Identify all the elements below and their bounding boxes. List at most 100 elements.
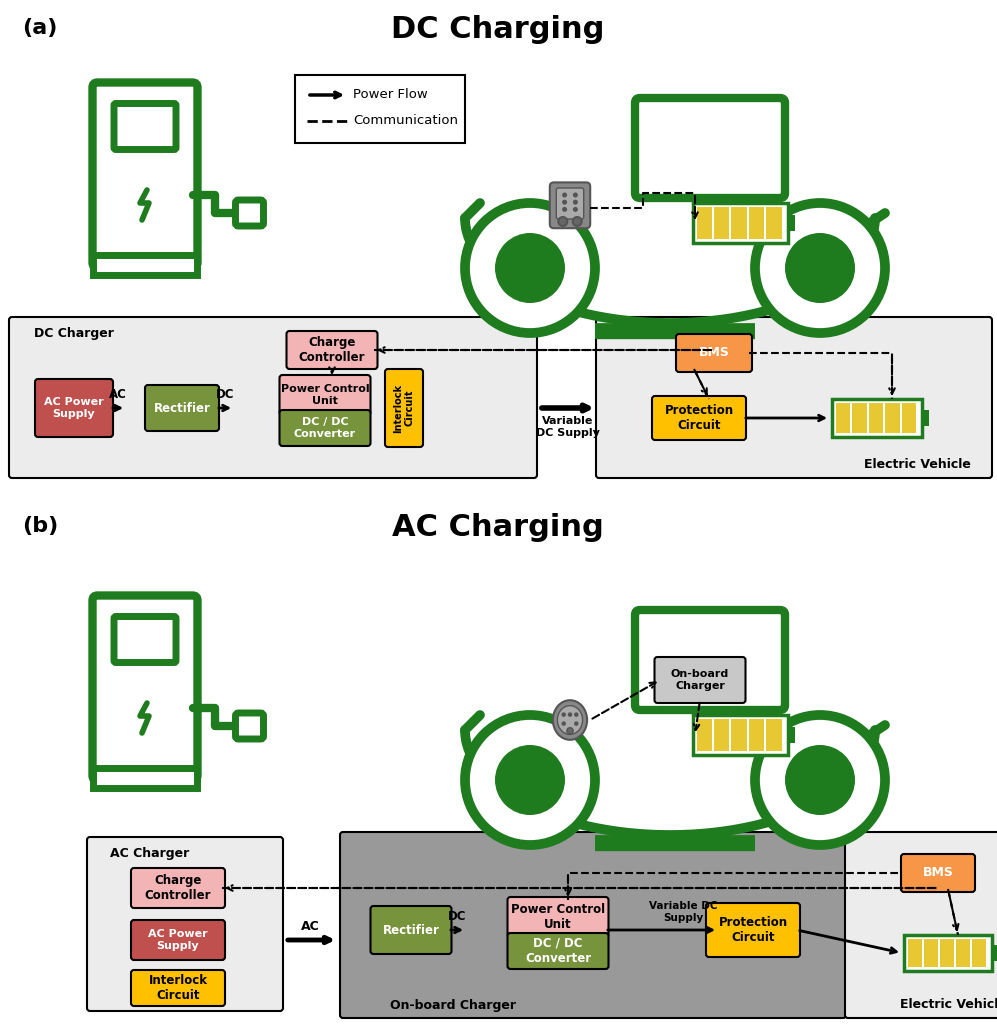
FancyBboxPatch shape [235, 200, 263, 226]
Text: Power Control
Unit: Power Control Unit [510, 903, 605, 931]
Text: Interlock
Circuit: Interlock Circuit [393, 383, 415, 432]
Text: DC Charger: DC Charger [34, 327, 114, 340]
Circle shape [561, 713, 566, 717]
Text: On-board Charger: On-board Charger [390, 998, 516, 1012]
Bar [788, 215, 795, 231]
Circle shape [562, 193, 567, 198]
FancyBboxPatch shape [295, 75, 465, 143]
FancyBboxPatch shape [549, 182, 590, 228]
Circle shape [755, 203, 885, 333]
FancyBboxPatch shape [279, 375, 371, 415]
FancyBboxPatch shape [507, 897, 608, 937]
Circle shape [574, 713, 578, 717]
Text: AC Power
Supply: AC Power Supply [44, 397, 104, 419]
Circle shape [755, 715, 885, 845]
Text: AC Power
Supply: AC Power Supply [149, 929, 207, 951]
FancyBboxPatch shape [635, 98, 785, 198]
FancyBboxPatch shape [652, 396, 746, 440]
FancyBboxPatch shape [507, 933, 608, 969]
Text: Rectifier: Rectifier [154, 401, 210, 415]
FancyBboxPatch shape [131, 920, 225, 961]
Text: On-board
Charger: On-board Charger [671, 670, 729, 691]
Text: DC: DC [448, 909, 467, 923]
Circle shape [573, 207, 578, 212]
Text: DC / DC
Converter: DC / DC Converter [294, 417, 356, 439]
Bar [749, 719, 764, 751]
FancyBboxPatch shape [706, 903, 800, 957]
Bar [697, 719, 712, 751]
Bar [908, 939, 922, 967]
Ellipse shape [557, 706, 582, 734]
FancyBboxPatch shape [9, 317, 537, 478]
Bar [693, 715, 788, 755]
FancyBboxPatch shape [556, 188, 583, 219]
FancyBboxPatch shape [596, 317, 992, 478]
Circle shape [561, 721, 566, 726]
Circle shape [574, 721, 578, 726]
Text: Protection
Circuit: Protection Circuit [664, 404, 734, 432]
Bar [93, 255, 197, 274]
FancyBboxPatch shape [635, 610, 785, 710]
Bar [732, 719, 747, 751]
Text: Electric Vehicle: Electric Vehicle [863, 459, 970, 471]
FancyBboxPatch shape [131, 868, 225, 908]
Bar [732, 207, 747, 239]
Text: Electric Vehicle: Electric Vehicle [899, 998, 997, 1012]
Circle shape [573, 200, 578, 205]
FancyBboxPatch shape [93, 83, 197, 267]
Text: BMS: BMS [922, 866, 953, 880]
Text: Interlock
Circuit: Interlock Circuit [149, 974, 207, 1002]
Circle shape [465, 715, 595, 845]
Circle shape [495, 745, 565, 815]
FancyBboxPatch shape [676, 334, 752, 372]
Text: DC Charging: DC Charging [391, 15, 605, 44]
Bar [901, 403, 916, 433]
FancyBboxPatch shape [371, 906, 452, 954]
Bar [714, 719, 729, 751]
Text: DC / DC
Converter: DC / DC Converter [525, 937, 591, 965]
Text: Charge
Controller: Charge Controller [145, 874, 211, 902]
FancyBboxPatch shape [235, 713, 263, 739]
Bar [885, 403, 899, 433]
Text: (a): (a) [22, 18, 58, 38]
FancyBboxPatch shape [87, 837, 283, 1011]
Text: BMS: BMS [699, 346, 730, 359]
Text: Charge
Controller: Charge Controller [299, 336, 365, 364]
Text: DC: DC [215, 388, 234, 401]
Text: Protection
Circuit: Protection Circuit [719, 916, 788, 944]
Circle shape [567, 713, 572, 717]
FancyBboxPatch shape [35, 379, 113, 437]
Circle shape [495, 233, 565, 303]
Bar [749, 207, 764, 239]
Bar [93, 768, 197, 787]
Text: Power Control
Unit: Power Control Unit [281, 384, 369, 406]
Circle shape [465, 203, 595, 333]
FancyBboxPatch shape [114, 103, 176, 150]
Ellipse shape [553, 700, 587, 739]
Circle shape [572, 217, 581, 226]
Circle shape [785, 233, 855, 303]
Bar [904, 935, 992, 971]
FancyBboxPatch shape [131, 970, 225, 1006]
FancyBboxPatch shape [279, 410, 371, 446]
Bar [766, 207, 782, 239]
Bar [956, 939, 970, 967]
Bar [868, 403, 883, 433]
Circle shape [558, 217, 567, 226]
Text: AC Charger: AC Charger [111, 847, 189, 859]
Circle shape [573, 193, 578, 198]
Bar [714, 207, 729, 239]
Bar [972, 939, 986, 967]
Text: Communication: Communication [353, 115, 458, 128]
Circle shape [562, 207, 567, 212]
Text: Rectifier: Rectifier [383, 924, 440, 937]
FancyBboxPatch shape [845, 831, 997, 1018]
Text: AC: AC [301, 920, 319, 933]
FancyBboxPatch shape [114, 616, 176, 663]
Bar [922, 410, 929, 426]
Circle shape [785, 745, 855, 815]
Bar [940, 939, 954, 967]
FancyBboxPatch shape [654, 657, 746, 703]
Bar [852, 403, 866, 433]
FancyBboxPatch shape [145, 385, 219, 431]
